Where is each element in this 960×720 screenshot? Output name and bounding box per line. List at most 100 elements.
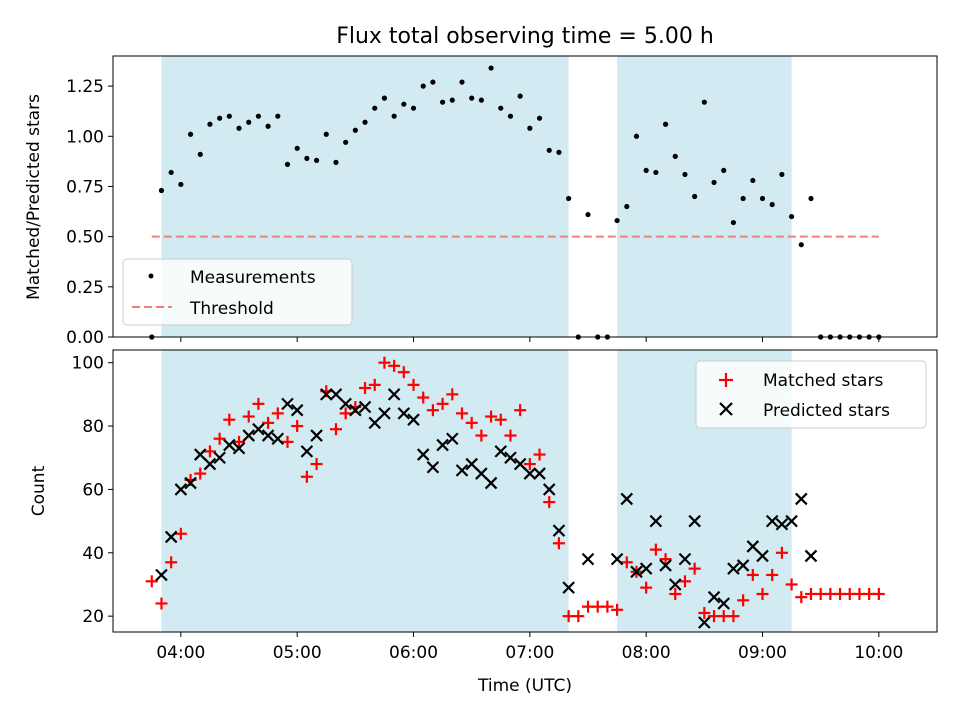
top-measurements-point-60 [730, 219, 737, 226]
top-measurements-point-11 [255, 113, 262, 119]
x-axis-label: Time (UTC) [477, 676, 572, 696]
top-measurements-point-5 [197, 151, 203, 157]
bottom-predicted-stars-point-26 [407, 413, 420, 426]
bottom-data-points [145, 356, 885, 629]
bottom-predicted-stars-point-25 [397, 407, 411, 420]
bottom-matched-stars-point-16 [300, 470, 313, 483]
bottom-shaded-region-0 [161, 350, 569, 632]
bottom-matched-stars-point-41 [543, 496, 556, 509]
bottom-predicted-stars-point-21 [358, 400, 372, 414]
top-measurements-point-26 [401, 101, 407, 107]
bottom-predicted-stars-point-59 [756, 549, 769, 563]
bottom-predicted-stars-point-54 [707, 590, 721, 604]
bottom-matched-stars-point-65 [775, 546, 788, 559]
bottom-predicted-stars-point-22 [368, 416, 382, 430]
bottom-matched-stars-point-5 [194, 467, 207, 480]
top-measurements-point-17 [313, 157, 320, 163]
top-measurements-point-20 [343, 139, 349, 145]
top-measurements-point-62 [750, 177, 756, 184]
bottom-legend-box [695, 360, 927, 429]
bottom-legend: Matched stars Predicted stars [695, 360, 927, 429]
bottom-predicted-stars-point-16 [310, 429, 323, 442]
bottom-matched-stars-point-11 [252, 397, 265, 410]
legend-predicted-label: Predicted stars [763, 401, 890, 421]
bottom-predicted-stars-point-31 [455, 464, 469, 477]
bottom-matched-stars-point-10 [242, 410, 255, 423]
bottom-matched-stars-point-55 [678, 575, 691, 588]
top-measurements-point-54 [672, 153, 678, 159]
top-measurements-point-68 [808, 195, 814, 202]
bottom-matched-stars-point-63 [756, 587, 769, 600]
bottom-matched-stars-point-40 [533, 448, 546, 461]
top-measurements-point-53 [662, 121, 669, 127]
bottom-matched-stars-point-17 [310, 458, 323, 471]
bottom-predicted-stars-point-41 [552, 524, 566, 537]
bottom-predicted-stars-point-39 [533, 467, 546, 480]
bottom-predicted-stars-point-53 [698, 616, 711, 629]
bottom-ytick-label-4: 100 [72, 354, 104, 374]
bottom-matched-stars-point-57 [698, 606, 711, 619]
bottom-matched-stars-point-31 [446, 388, 459, 401]
bottom-predicted-stars-point-61 [775, 517, 789, 531]
bottom-matched-stars-point-54 [669, 587, 682, 600]
top-measurements-point-52 [653, 169, 659, 176]
top-measurements-point-39 [527, 125, 533, 131]
bottom-predicted-stars-point-11 [261, 429, 275, 442]
bottom-matched-stars-point-14 [281, 435, 294, 448]
bottom-x-axis: 04:00 05:00 06:00 07:00 08:00 09:00 10:00 [156, 632, 903, 663]
bottom-matched-stars-point-56 [688, 562, 701, 575]
top-measurements-point-45 [585, 211, 591, 218]
top-ytick-label-0: 0.00 [66, 328, 104, 348]
top-ytick-label-2: 0.50 [66, 228, 104, 248]
top-measurements-point-13 [275, 113, 281, 119]
xtick-label-3: 07:00 [505, 643, 554, 663]
bottom-matched-stars-point-23 [368, 378, 381, 391]
bottom-predicted-stars-point-29 [436, 438, 449, 452]
bottom-predicted-stars-point-46 [630, 565, 643, 579]
bottom-matched-stars-point-66 [785, 578, 798, 591]
top-x-axis [180, 337, 880, 342]
bottom-panel: 20 40 60 80 100 04:00 05:00 06:00 07:00 08:00 09:… [29, 349, 938, 696]
bottom-predicted-stars-point-52 [688, 514, 701, 528]
top-measurements-point-7 [217, 115, 223, 121]
bottom-predicted-stars-point-55 [717, 597, 731, 610]
top-data-points [149, 65, 882, 340]
xtick-label-0: 04:00 [156, 643, 205, 663]
bottom-predicted-stars-point-7 [223, 438, 236, 452]
top-measurements-point-36 [498, 105, 504, 111]
bottom-matched-stars-point-38 [514, 404, 527, 417]
legend-matched-label: Matched stars [763, 371, 883, 391]
xtick-label-6: 10:00 [854, 643, 903, 663]
top-measurements-point-25 [391, 113, 397, 119]
bottom-predicted-stars-point-1 [164, 530, 178, 544]
bottom-matched-stars-point-44 [572, 610, 585, 623]
top-measurements-point-63 [759, 195, 766, 202]
bottom-predicted-stars-point-0 [155, 568, 168, 582]
xtick-label-4: 08:00 [622, 643, 671, 663]
top-measurements-point-9 [236, 125, 242, 131]
bottom-predicted-stars-point-32 [465, 457, 478, 471]
bottom-predicted-stars-point-10 [252, 422, 265, 436]
top-measurements-point-3 [178, 181, 184, 188]
top-legend-box [122, 258, 353, 326]
top-measurements-point-16 [304, 155, 310, 161]
bottom-predicted-stars-point-9 [242, 429, 255, 442]
bottom-predicted-stars-point-6 [213, 451, 226, 465]
top-measurements-point-34 [478, 97, 484, 103]
top-ytick-label-1: 0.25 [66, 278, 104, 298]
bottom-predicted-stars-point-60 [765, 514, 779, 528]
top-measurements-point-48 [614, 217, 620, 224]
bottom-matched-stars-point-7 [213, 432, 226, 445]
top-measurements-point-8 [226, 113, 232, 119]
bottom-predicted-stars-point-30 [446, 432, 459, 445]
bottom-predicted-stars-point-57 [736, 559, 750, 572]
bottom-predicted-stars-point-3 [184, 476, 197, 490]
bottom-predicted-stars-point-64 [804, 549, 818, 563]
top-measurements-point-50 [633, 133, 640, 139]
top-measurements-point-23 [372, 105, 378, 111]
top-measurements-point-21 [352, 127, 358, 133]
top-measurements-point-55 [682, 171, 688, 178]
legend-predicted-marker [719, 402, 733, 416]
top-measurements-point-19 [333, 159, 339, 165]
bottom-matched-stars-point-6 [203, 445, 216, 458]
